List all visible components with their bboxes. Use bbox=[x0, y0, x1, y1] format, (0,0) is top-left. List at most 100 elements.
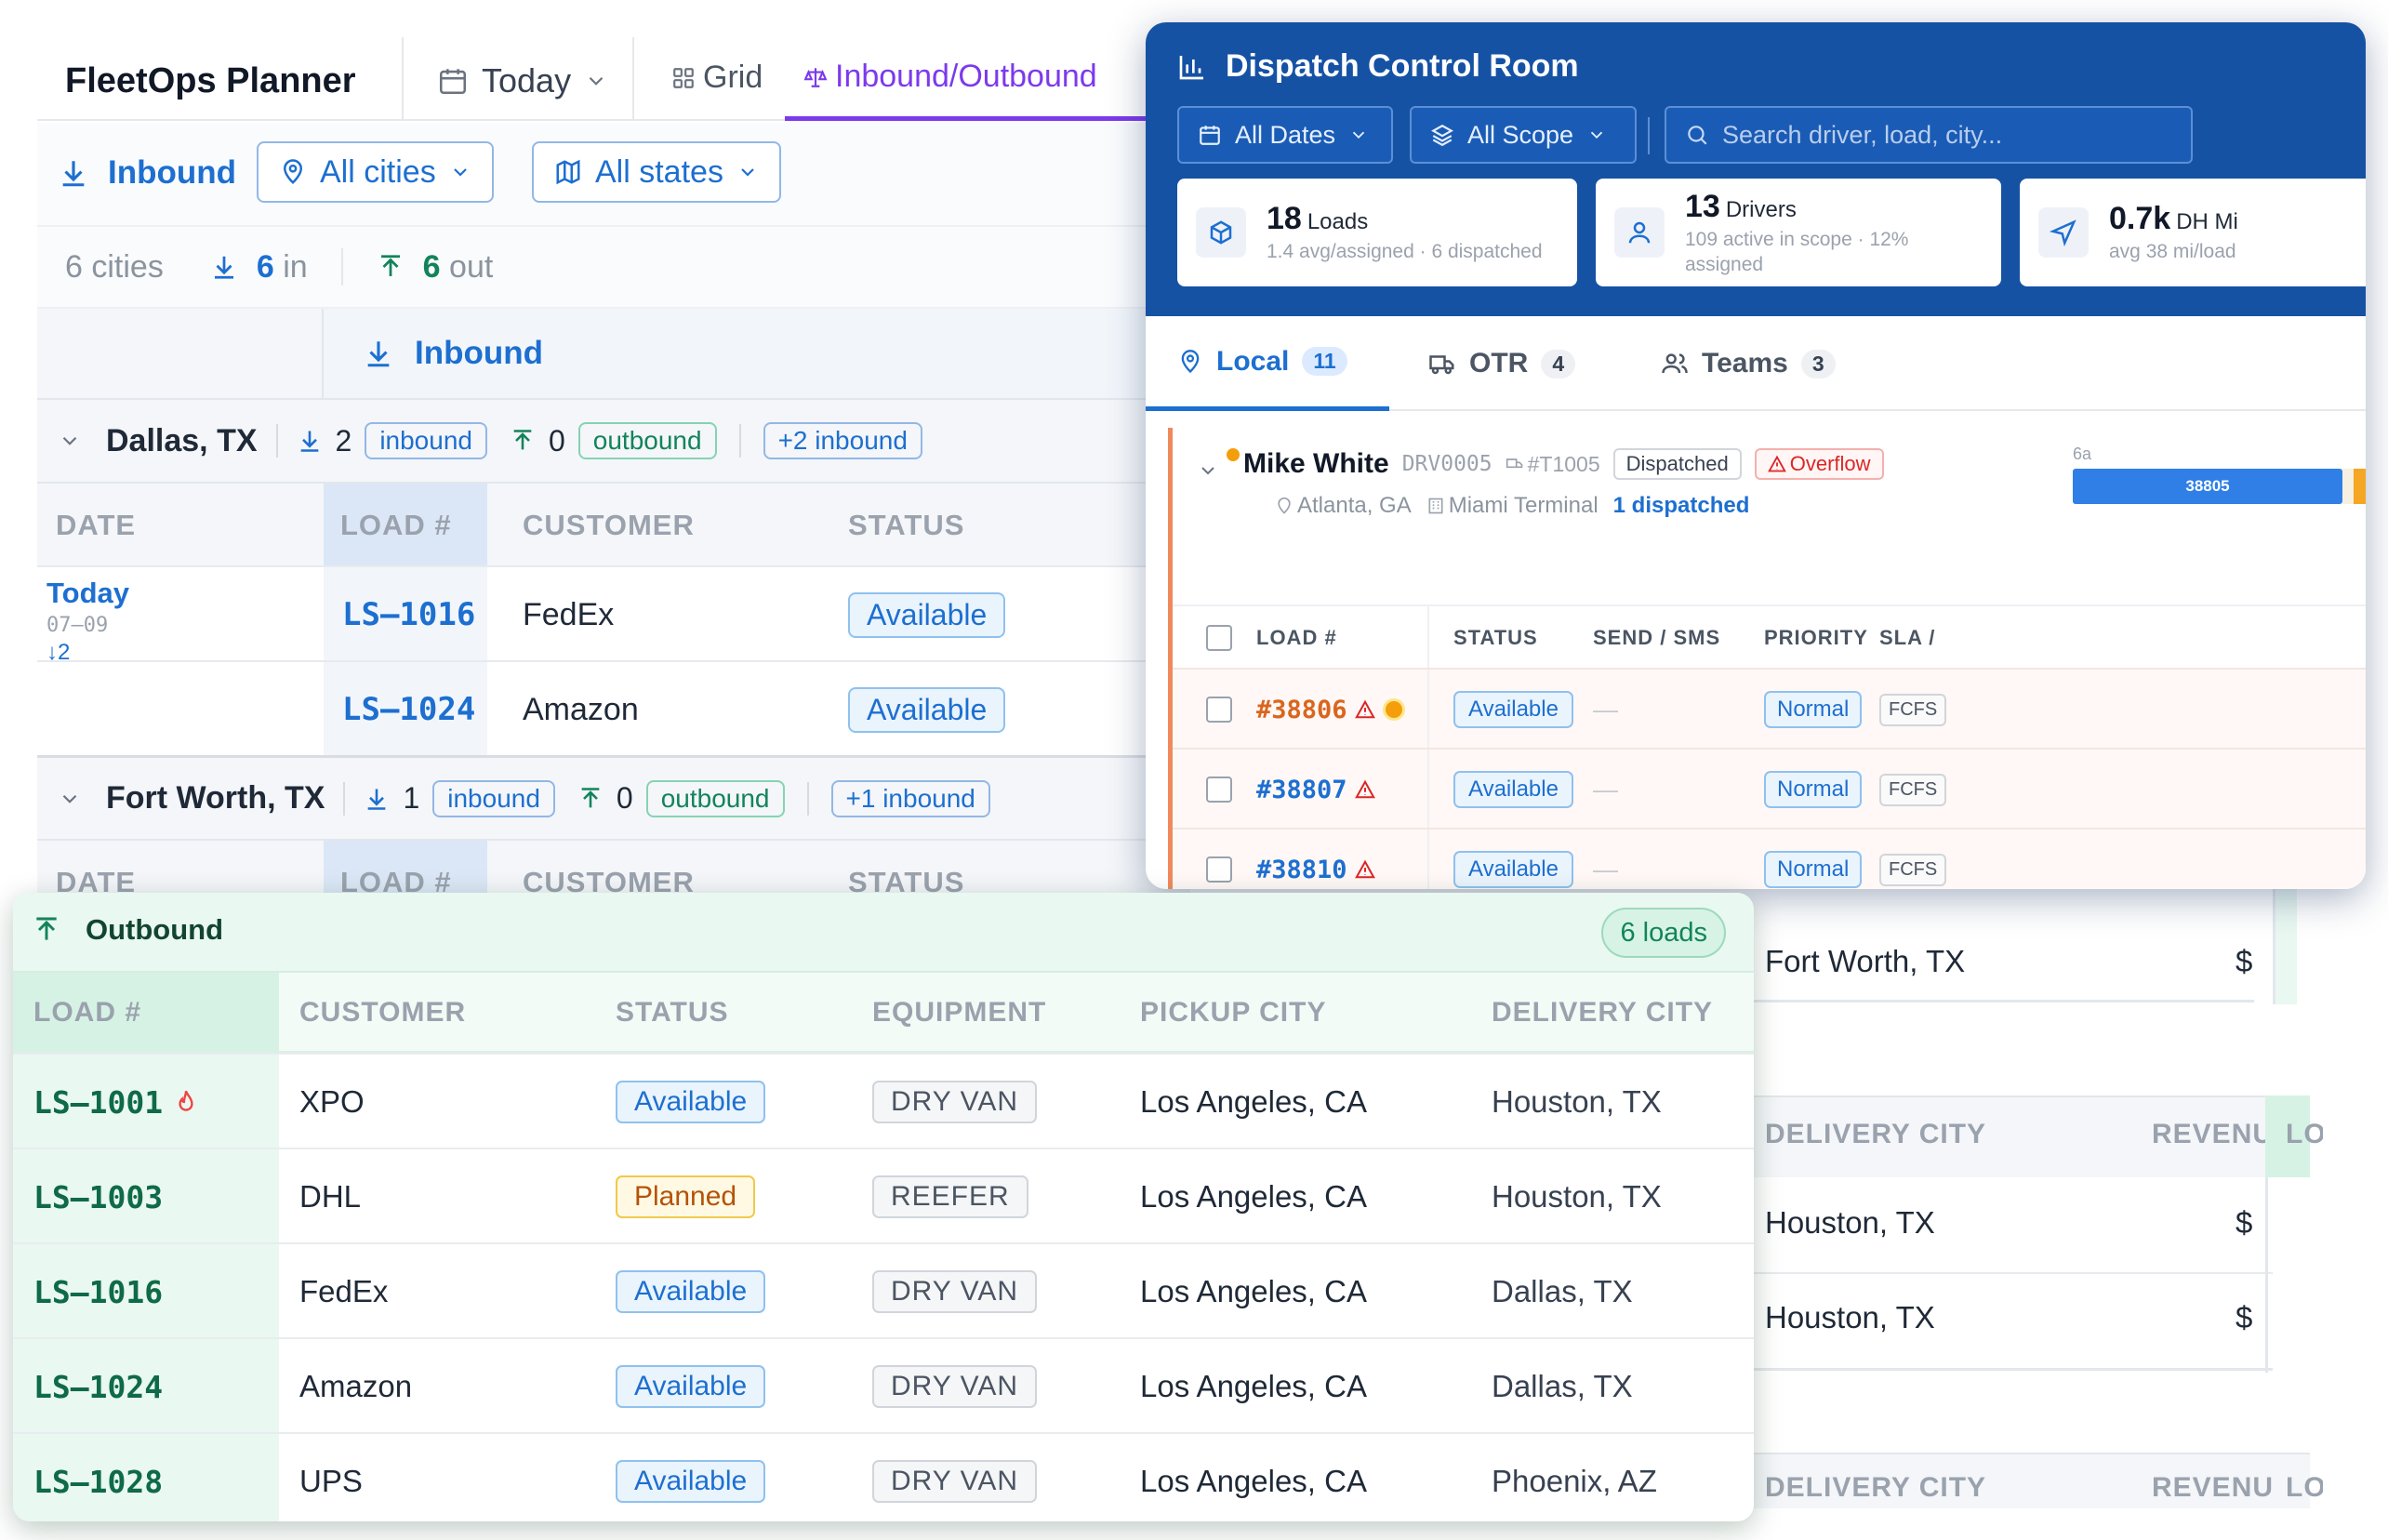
priority-badge[interactable]: Normal bbox=[1764, 771, 1863, 808]
tab-grid[interactable]: Grid bbox=[671, 60, 763, 96]
calendar-icon bbox=[1198, 123, 1222, 147]
row-checkbox[interactable] bbox=[1206, 697, 1232, 723]
overflow-tag: Overflow bbox=[1789, 452, 1871, 475]
priority-badge[interactable]: Normal bbox=[1764, 691, 1863, 728]
extra-inbound-pill: +1 inbound bbox=[830, 779, 990, 817]
timeline-load-bar[interactable]: 38805 bbox=[2073, 469, 2342, 504]
search-input[interactable]: Search driver, load, city... bbox=[1665, 106, 2193, 164]
stat-unit: Drivers bbox=[1725, 196, 1797, 222]
group-out-count: 0 bbox=[616, 781, 633, 815]
col-load: LOAD # bbox=[324, 484, 487, 567]
group-city: Fort Worth, TX bbox=[106, 780, 325, 816]
status-dot bbox=[1227, 448, 1240, 461]
stat-sub: 109 active in scope · 12% assigned bbox=[1685, 228, 1909, 275]
load-link[interactable]: LS–1024 bbox=[342, 691, 476, 728]
load-number[interactable]: #38806 bbox=[1256, 695, 1347, 724]
table-row[interactable]: LS–1024 Amazon Available bbox=[37, 660, 1190, 757]
priority-badge[interactable]: Normal bbox=[1764, 851, 1863, 888]
table-row[interactable]: LS–1016 FedEx Available DRY VAN Los Ange… bbox=[13, 1242, 1754, 1339]
arrow-up-icon bbox=[377, 253, 405, 281]
equipment-badge: DRY VAN bbox=[872, 1460, 1038, 1503]
group-in-count: 2 bbox=[335, 423, 352, 458]
col-sla: SLA / bbox=[1879, 626, 1936, 649]
table-row[interactable]: LS–1001 XPO Available DRY VAN Los Angele… bbox=[13, 1053, 1754, 1149]
tab-inbound-outbound[interactable]: Inbound/Outbound bbox=[785, 37, 1175, 121]
group-row-dallas[interactable]: Dallas, TX 2 inbound 0 outbound +2 inbou… bbox=[37, 398, 1190, 482]
load-link[interactable]: LS–1024 bbox=[33, 1368, 164, 1405]
tab-otr[interactable]: OTR 4 bbox=[1428, 316, 1576, 411]
status-badge: Planned bbox=[616, 1175, 756, 1218]
tab-local[interactable]: Local 11 bbox=[1146, 316, 1389, 411]
app-title: FleetOps Planner bbox=[65, 61, 356, 100]
dispatched-link[interactable]: 1 dispatched bbox=[1612, 493, 1750, 518]
driver-origin: Atlanta, GA bbox=[1297, 493, 1412, 518]
chevron-down-icon bbox=[1586, 125, 1607, 145]
pickup-cell: Los Angeles, CA bbox=[1140, 1179, 1367, 1214]
col-status: STATUS bbox=[848, 509, 965, 541]
stat-sub: avg 38 mi/load bbox=[2109, 241, 2236, 262]
tab-label: Local bbox=[1216, 345, 1290, 377]
row-checkbox[interactable] bbox=[1206, 777, 1232, 803]
arrow-down-icon bbox=[58, 157, 89, 189]
select-all-checkbox[interactable] bbox=[1206, 625, 1232, 651]
stat-loads: 18 Loads 1.4 avg/assigned · 6 dispatched bbox=[1177, 179, 1577, 286]
load-row[interactable]: #38806 Available — Normal FCFS bbox=[1173, 668, 2366, 750]
col-status: STATUS bbox=[1453, 626, 1538, 649]
all-scope-dropdown[interactable]: All Scope bbox=[1410, 106, 1637, 164]
col-priority: PRIORITY bbox=[1764, 626, 1868, 649]
status-badge: Available bbox=[616, 1081, 766, 1123]
revenue-cell: $ bbox=[2235, 1300, 2253, 1334]
status-badge: Available bbox=[1453, 851, 1573, 888]
table-row[interactable]: LS–1003 DHL Planned REEFER Los Angeles, … bbox=[13, 1148, 1754, 1244]
inbound-outbound-label: Inbound/Outbound bbox=[835, 59, 1097, 94]
load-row[interactable]: #38810 Available — Normal FCFS bbox=[1173, 828, 2366, 889]
tab-teams[interactable]: Teams 3 bbox=[1661, 316, 1836, 411]
chevron-down-icon[interactable] bbox=[58, 429, 82, 453]
equipment-badge: DRY VAN bbox=[872, 1081, 1038, 1123]
customer-cell: Amazon bbox=[523, 691, 639, 727]
customer-cell: DHL bbox=[299, 1179, 362, 1214]
pickup-cell: Los Angeles, CA bbox=[1140, 1369, 1367, 1403]
load-link[interactable]: LS–1028 bbox=[33, 1463, 164, 1500]
load-link[interactable]: LS–1003 bbox=[33, 1178, 164, 1215]
col-date: DATE bbox=[37, 484, 324, 567]
status-badge: Available bbox=[1453, 691, 1573, 728]
dispatch-header: Dispatch Control Room All Dates All Scop… bbox=[1146, 22, 2366, 316]
timeline-gap bbox=[2342, 469, 2354, 504]
load-header: LOA bbox=[2286, 1119, 2323, 1149]
load-number[interactable]: #38807 bbox=[1256, 775, 1347, 804]
revenue-cell: $ bbox=[2235, 1205, 2253, 1240]
all-cities-dropdown[interactable]: All cities bbox=[257, 141, 494, 203]
send-cell: — bbox=[1593, 855, 1618, 883]
load-link[interactable]: LS–1016 bbox=[33, 1273, 164, 1310]
chevron-down-icon[interactable] bbox=[1197, 459, 1219, 482]
group-city: Dallas, TX bbox=[106, 422, 258, 458]
inbound-section-header: Inbound bbox=[37, 309, 1190, 398]
chevron-down-icon[interactable] bbox=[58, 787, 82, 811]
inbound-pill: inbound bbox=[432, 779, 555, 817]
inbound-heading: Inbound bbox=[58, 154, 236, 192]
customer-cell: Amazon bbox=[299, 1369, 413, 1403]
today-dropdown[interactable]: Today bbox=[437, 61, 608, 100]
all-dates-dropdown[interactable]: All Dates bbox=[1177, 106, 1393, 164]
tab-label: OTR bbox=[1469, 348, 1529, 378]
inbound-section-label: Inbound bbox=[363, 335, 543, 372]
map-icon bbox=[554, 158, 582, 186]
table-row[interactable]: LS–1024 Amazon Available DRY VAN Los Ang… bbox=[13, 1337, 1754, 1434]
load-link[interactable]: LS–1001 bbox=[33, 1083, 164, 1121]
table-row[interactable]: LS–1016 FedEx Available bbox=[37, 565, 1190, 662]
today-label: Today bbox=[482, 61, 572, 100]
outbound-word: out bbox=[449, 248, 494, 285]
driver-location: Atlanta, GA Miami Terminal 1 dispatched bbox=[1275, 493, 1749, 519]
map-pin-icon bbox=[1275, 497, 1294, 515]
group-row-fort-worth[interactable]: Fort Worth, TX 1 inbound 0 outbound +1 i… bbox=[37, 755, 1190, 839]
load-row[interactable]: #38807 Available — Normal FCFS bbox=[1173, 748, 2366, 830]
load-number[interactable]: #38810 bbox=[1256, 855, 1347, 884]
warning-icon bbox=[1767, 455, 1786, 473]
load-header: LO bbox=[2286, 1472, 2323, 1503]
row-checkbox[interactable] bbox=[1206, 856, 1232, 883]
all-states-dropdown[interactable]: All states bbox=[532, 141, 781, 203]
load-link[interactable]: LS–1016 bbox=[342, 596, 476, 633]
send-cell: — bbox=[1593, 695, 1618, 724]
table-row[interactable]: LS–1028 UPS Available DRY VAN Los Angele… bbox=[13, 1432, 1754, 1521]
